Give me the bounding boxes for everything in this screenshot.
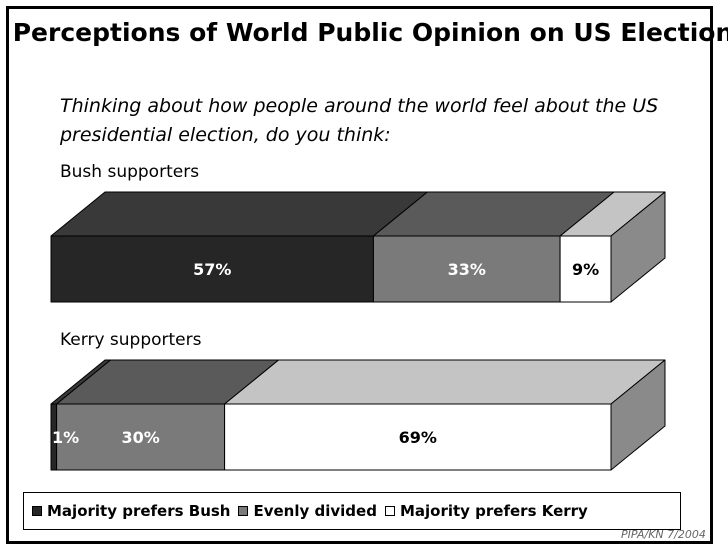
legend-label-even: Evenly divided — [253, 502, 377, 520]
bar-kerry-kerry-supporters — [224, 403, 612, 471]
legend-label-kerry: Majority prefers Kerry — [399, 502, 588, 520]
bar-kerry-bush-supporters — [559, 235, 612, 303]
category-label-bush-supporters: Bush supporters — [60, 162, 200, 182]
data-label-even-kerry-supporters: 30% — [121, 428, 159, 447]
data-label-bush-bush-supporters: 57% — [193, 260, 231, 279]
legend-item-even: Evenly divided — [238, 502, 377, 520]
bar-top-bush-bush-supporters — [50, 191, 428, 237]
data-label-even-bush-supporters: 33% — [448, 260, 486, 279]
legend-item-bush: Majority prefers Bush — [32, 502, 230, 520]
legend-swatch-kerry — [384, 506, 395, 516]
legend-label-bush: Majority prefers Bush — [47, 502, 231, 520]
chart-title: Perceptions of World Public Opinion on U… — [12, 18, 728, 47]
legend: Majority prefers Bush Evenly divided Maj… — [23, 492, 681, 530]
chart-subtitle: Thinking about how people around the wor… — [60, 95, 659, 146]
category-label-kerry-supporters: Kerry supporters — [60, 330, 202, 350]
bar-top-kerry-kerry-supporters — [224, 359, 666, 405]
legend-swatch-even — [238, 506, 249, 516]
slide-frame — [6, 6, 713, 544]
legend-item-kerry: Majority prefers Kerry — [384, 502, 588, 520]
data-label-kerry-bush-supporters: 9% — [572, 260, 599, 279]
source-note: PIPA/KN 7/2004 — [621, 528, 706, 541]
data-label-kerry-kerry-supporters: 69% — [399, 428, 437, 447]
legend-swatch-bush — [32, 506, 42, 516]
data-label-bush-kerry-supporters: 1% — [52, 428, 79, 447]
